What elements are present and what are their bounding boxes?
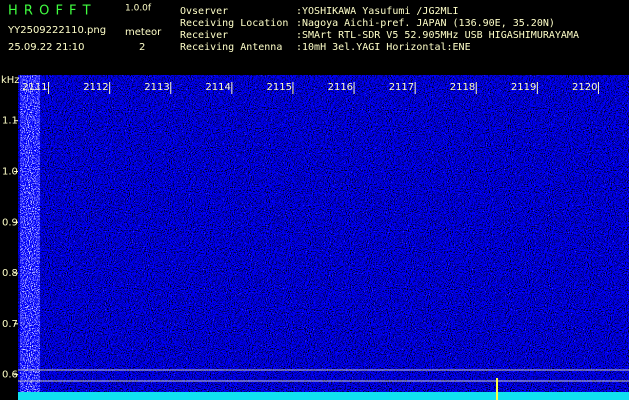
- info-label: Receiver: [180, 30, 228, 41]
- info-value: :Nagoya Aichi-pref. JAPAN (136.90E, 35.2…: [296, 18, 555, 29]
- x-tick-label: 2119: [511, 82, 536, 93]
- info-label: Receiving Location: [180, 18, 288, 29]
- y-tick-label: 0.6: [2, 370, 18, 381]
- timestamp: 25.09.22 21:10: [8, 42, 85, 53]
- y-tick-label: 0.7: [2, 319, 18, 330]
- file-name: YY2509222110.png: [7, 25, 106, 36]
- x-tick-label: 2111: [22, 82, 47, 93]
- meteor-label: meteor: [125, 27, 162, 38]
- y-tick-label: 1.0: [2, 166, 18, 177]
- info-label: Ovserver: [180, 6, 228, 17]
- x-tick-label: 2118: [450, 82, 475, 93]
- info-value: :10mH 3el.YAGI Horizontal:ENE: [296, 42, 471, 53]
- meteor-count: 2: [139, 42, 145, 53]
- meteor-echo: [496, 378, 498, 400]
- axes: 1.1 1.0 0.9 0.8 0.7 0.6 2111 2112 2113 2114 2115 21…: [2, 82, 599, 381]
- left-strip: [20, 75, 40, 400]
- y-tick-label: 0.9: [2, 217, 18, 228]
- app-name: H R O F F T: [8, 4, 92, 19]
- x-tick-label: 2114: [205, 82, 230, 93]
- y-tick-label: 0.8: [2, 268, 18, 279]
- x-tick-label: 2112: [83, 82, 108, 93]
- spectrogram-noise: [18, 75, 629, 400]
- x-tick-label: 2117: [389, 82, 414, 93]
- y-tick-label: 1.1: [2, 116, 18, 127]
- info-block: Ovserver :YOSHIKAWA Yasufumi /JG2MLI Recei…: [180, 6, 579, 53]
- info-label: Receiving Antenna: [180, 42, 282, 53]
- level-band: [18, 392, 629, 400]
- y-unit: kHz: [1, 75, 20, 86]
- x-tick-label: 2120: [572, 82, 597, 93]
- x-tick-label: 2113: [144, 82, 169, 93]
- info-value: :YOSHIKAWA Yasufumi /JG2MLI: [296, 6, 459, 17]
- version: 1.0.0f: [125, 4, 152, 14]
- x-tick-label: 2115: [266, 82, 291, 93]
- info-value: :SMArt RTL-SDR V5 52.905MHz USB HIGASHIM…: [296, 30, 579, 41]
- x-tick-label: 2116: [328, 82, 353, 93]
